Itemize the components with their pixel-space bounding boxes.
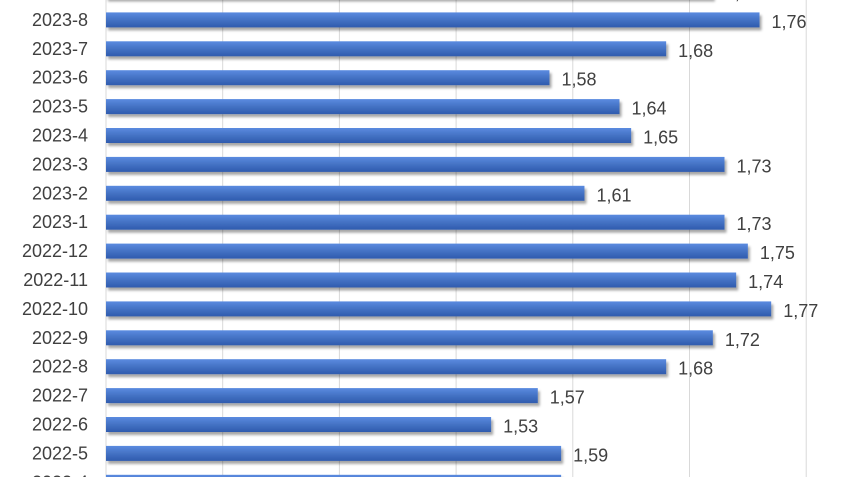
bar-2022-8 [106,359,667,375]
data-label: 1,58 [561,70,596,90]
category-tick-label: 2023-3 [32,154,88,174]
bar-2022-11 [106,272,737,288]
category-tick-label: 2023-2 [32,183,88,203]
bar-2022-6 [106,417,492,432]
data-label: 1,65 [643,128,678,148]
category-tick-label: 2023-1 [32,212,88,232]
bar-2023-5 [106,99,620,115]
bar-2022-4 [106,474,562,477]
bar-2022-5 [106,445,562,461]
category-tick-label: 2023-4 [32,126,88,146]
data-label: 1,77 [783,301,818,321]
data-label: 1,73 [737,156,772,176]
category-tick-label: 2022-12 [22,241,88,261]
category-tick-label: 2022-9 [32,328,88,348]
bar-2022-7 [106,388,538,404]
bar-2023-7 [106,41,667,57]
category-tick-label: 2022-7 [32,386,88,406]
category-tick-label: 2022-5 [32,443,88,463]
bar-2023-6 [106,70,550,86]
category-tick-label: 2023-9 [32,0,88,1]
bar-2023-8 [106,12,760,28]
category-tick-label: 2022-4 [32,472,88,477]
bar-2023-4 [106,128,632,143]
bar-2023-1 [106,214,725,230]
data-label: 1,76 [772,12,807,32]
bar-2023-3 [106,156,725,172]
category-tick-label: 2023-7 [32,39,88,59]
data-label: 1,68 [678,359,713,379]
labels: 2023-9 1,72 2023-8 1,76 2023-7 1,68 2023-6 1,58… [22,0,818,477]
bar-2022-12 [106,243,748,259]
data-label: 1,72 [725,0,760,3]
bar-2022-9 [106,330,713,346]
bar-2022-10 [106,301,772,317]
category-tick-label: 2022-6 [32,415,88,435]
data-label: 1,73 [737,214,772,234]
data-label: 1,57 [550,388,585,408]
data-label: 1,75 [760,243,795,263]
data-label: 1,59 [573,474,608,477]
category-tick-label: 2022-8 [32,357,88,377]
category-tick-label: 2023-8 [32,10,88,30]
category-tick-label: 2023-5 [32,97,88,117]
data-label: 1,53 [503,417,538,437]
data-label: 1,74 [748,272,783,292]
data-label: 1,64 [631,99,666,119]
data-label: 1,68 [678,41,713,61]
data-label: 1,72 [725,330,760,350]
data-label: 1,61 [596,185,631,205]
category-tick-label: 2022-11 [23,270,88,290]
category-tick-label: 2023-6 [32,68,88,88]
category-tick-label: 2022-10 [22,299,88,319]
data-label: 1,59 [573,445,608,465]
bar-2023-2 [106,185,585,201]
bars [106,12,772,477]
